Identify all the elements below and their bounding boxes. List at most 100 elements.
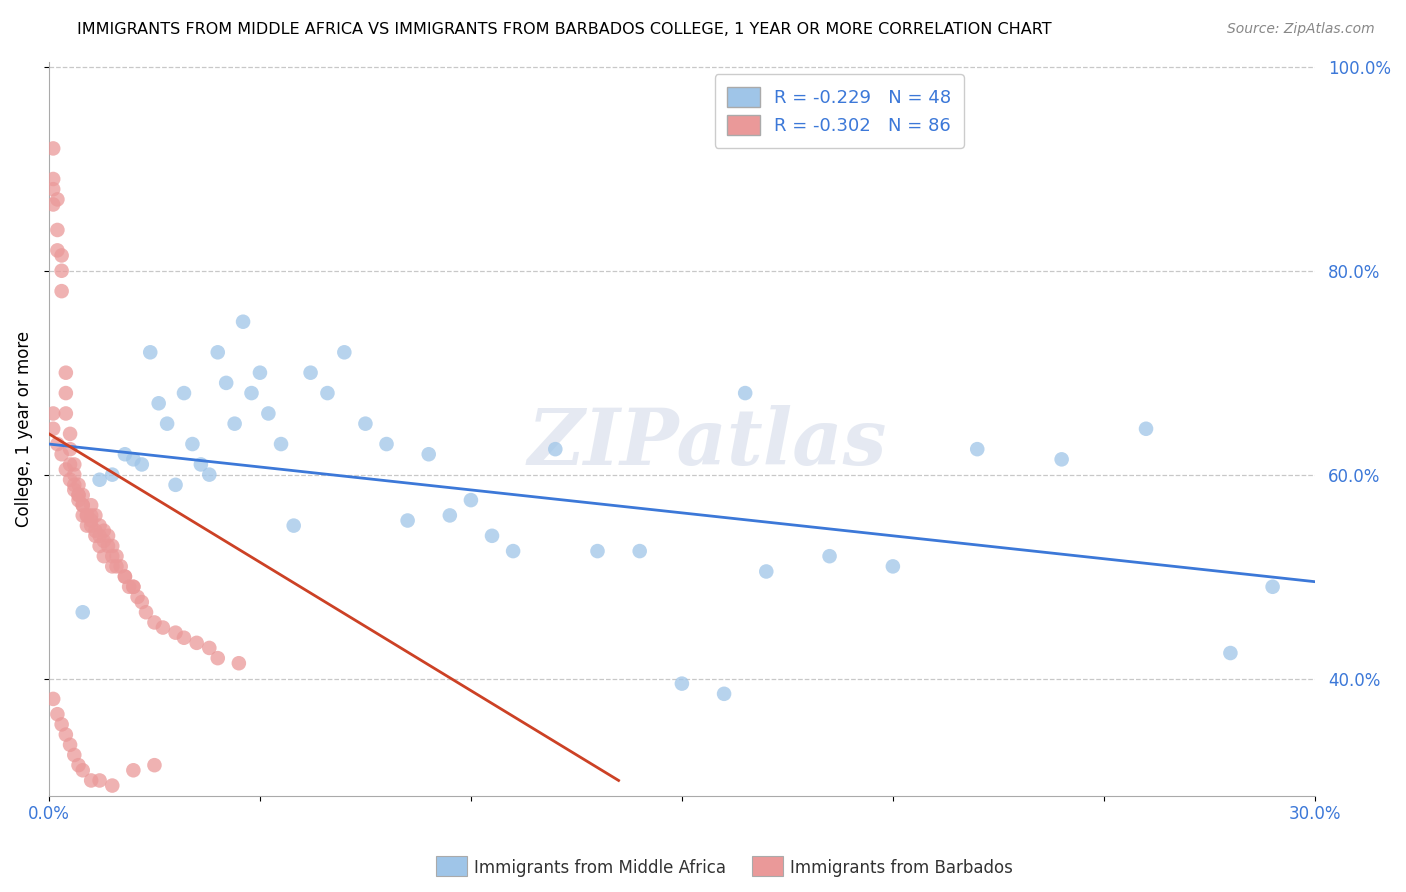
Point	[72, 605, 94, 619]
Text: ZIPatlas: ZIPatlas	[527, 405, 887, 482]
Point	[198, 467, 221, 482]
Point	[139, 345, 162, 359]
Y-axis label: College, 1 year or more: College, 1 year or more	[15, 331, 32, 527]
Point	[51, 447, 73, 461]
Point	[481, 529, 503, 543]
Point	[101, 467, 124, 482]
Point	[42, 692, 65, 706]
Point	[110, 559, 132, 574]
Point	[46, 193, 69, 207]
Point	[460, 493, 482, 508]
Point	[249, 366, 271, 380]
Point	[46, 437, 69, 451]
Point	[215, 376, 238, 390]
Text: IMMIGRANTS FROM MIDDLE AFRICA VS IMMIGRANTS FROM BARBADOS COLLEGE, 1 YEAR OR MOR: IMMIGRANTS FROM MIDDLE AFRICA VS IMMIGRA…	[77, 22, 1052, 37]
Point	[354, 417, 377, 431]
Point	[51, 717, 73, 731]
Point	[59, 738, 82, 752]
Point	[84, 529, 107, 543]
Point	[55, 366, 77, 380]
Point	[586, 544, 609, 558]
Point	[46, 244, 69, 258]
Point	[42, 141, 65, 155]
Point	[186, 636, 208, 650]
Point	[76, 508, 98, 523]
Point	[46, 223, 69, 237]
Point	[42, 182, 65, 196]
Point	[89, 773, 111, 788]
Point	[544, 442, 567, 457]
Point	[55, 386, 77, 401]
Point	[55, 462, 77, 476]
Point	[67, 758, 90, 772]
Point	[228, 657, 250, 671]
Point	[80, 518, 103, 533]
Point	[114, 569, 136, 583]
Text: Source: ZipAtlas.com: Source: ZipAtlas.com	[1227, 22, 1375, 37]
Point	[89, 529, 111, 543]
Point	[80, 514, 103, 528]
Point	[67, 478, 90, 492]
Point	[198, 640, 221, 655]
Point	[114, 569, 136, 583]
Point	[59, 473, 82, 487]
Point	[59, 442, 82, 457]
Point	[93, 524, 115, 538]
Point	[46, 707, 69, 722]
Point	[502, 544, 524, 558]
Point	[396, 514, 419, 528]
Point	[173, 386, 195, 401]
Point	[67, 488, 90, 502]
Point	[93, 533, 115, 548]
Point	[270, 437, 292, 451]
Point	[59, 426, 82, 441]
Text: Immigrants from Barbados: Immigrants from Barbados	[790, 859, 1014, 877]
Point	[51, 264, 73, 278]
Point	[1219, 646, 1241, 660]
Point	[882, 559, 904, 574]
Legend: R = -0.229   N = 48, R = -0.302   N = 86: R = -0.229 N = 48, R = -0.302 N = 86	[714, 74, 965, 148]
Point	[165, 625, 187, 640]
Point	[97, 529, 120, 543]
Point	[63, 478, 86, 492]
Point	[42, 407, 65, 421]
Point	[67, 493, 90, 508]
Point	[418, 447, 440, 461]
Point	[207, 345, 229, 359]
Point	[299, 366, 322, 380]
Point	[114, 447, 136, 461]
Point	[55, 407, 77, 421]
Point	[190, 458, 212, 472]
Point	[63, 467, 86, 482]
Point	[671, 676, 693, 690]
Point	[122, 452, 145, 467]
Point	[1050, 452, 1073, 467]
Point	[84, 508, 107, 523]
Point	[42, 197, 65, 211]
Point	[713, 687, 735, 701]
Point	[966, 442, 988, 457]
Point	[105, 549, 128, 564]
Point	[97, 539, 120, 553]
Point	[72, 764, 94, 778]
Point	[72, 508, 94, 523]
Point	[628, 544, 651, 558]
Point	[59, 458, 82, 472]
Point	[156, 417, 179, 431]
Point	[734, 386, 756, 401]
Point	[101, 559, 124, 574]
Text: Immigrants from Middle Africa: Immigrants from Middle Africa	[474, 859, 725, 877]
Point	[240, 386, 263, 401]
Point	[143, 615, 166, 630]
Point	[80, 773, 103, 788]
Point	[232, 315, 254, 329]
Point	[89, 539, 111, 553]
Point	[439, 508, 461, 523]
Point	[131, 595, 153, 609]
Point	[72, 498, 94, 512]
Point	[135, 605, 157, 619]
Point	[51, 248, 73, 262]
Point	[283, 518, 305, 533]
Point	[1135, 422, 1157, 436]
Point	[224, 417, 246, 431]
